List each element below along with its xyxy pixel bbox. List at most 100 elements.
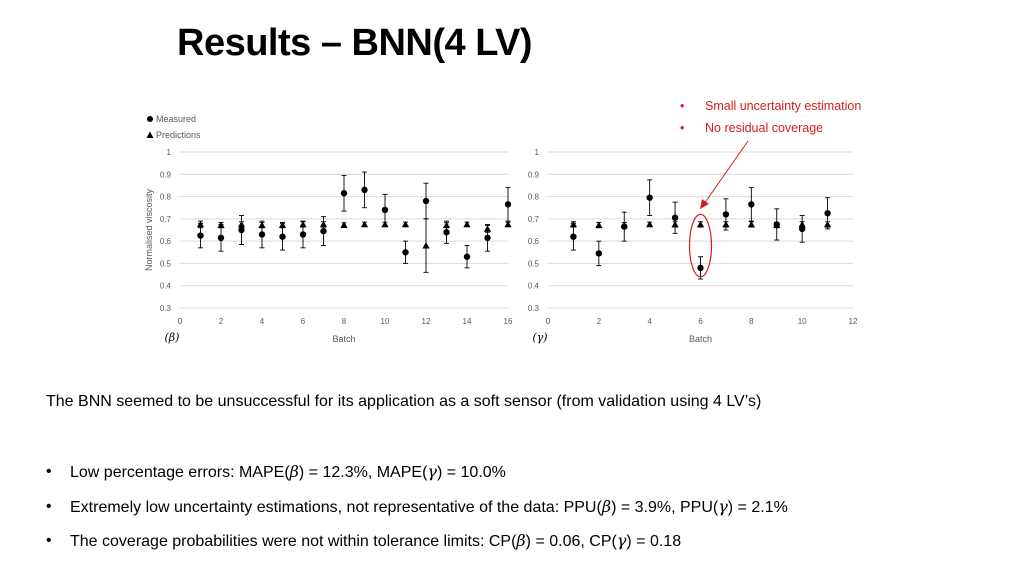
data-point-prediction bbox=[381, 220, 389, 228]
y-tick-label: 1 bbox=[535, 148, 540, 157]
bullet-list: • Low percentage errors: MAPE(β) = 12.3%,… bbox=[46, 462, 788, 566]
math-symbol: β bbox=[601, 496, 612, 516]
data-point-measured bbox=[443, 229, 450, 236]
data-point-prediction bbox=[442, 221, 451, 228]
legend-label: Measured bbox=[156, 114, 196, 124]
x-tick-label: 6 bbox=[698, 317, 703, 326]
note-text: No residual coverage bbox=[705, 121, 824, 135]
legend-label: Predictions bbox=[156, 130, 201, 140]
data-point-measured bbox=[484, 234, 491, 241]
y-tick-label: 0.9 bbox=[528, 170, 540, 179]
data-point-prediction bbox=[422, 242, 430, 249]
data-point-measured bbox=[697, 264, 704, 272]
data-point-measured bbox=[422, 197, 430, 205]
note-item: • No residual coverage bbox=[680, 119, 861, 141]
data-point-measured bbox=[463, 253, 471, 260]
bullet-text: Extremely low uncertainty estimations, n… bbox=[70, 496, 788, 516]
text-run: Low percentage errors: MAPE( bbox=[70, 464, 290, 481]
data-point-measured bbox=[570, 233, 577, 240]
bullet-text: The coverage probabilities were not with… bbox=[70, 531, 682, 550]
annotation-notes: • Small uncertainty estimation • No residu… bbox=[680, 97, 861, 141]
data-point-prediction bbox=[823, 220, 832, 228]
y-tick-label: 0.5 bbox=[528, 259, 540, 268]
y-tick-label: 0.4 bbox=[528, 282, 540, 291]
data-point-prediction bbox=[696, 220, 705, 228]
y-tick-label: 0.7 bbox=[528, 215, 540, 224]
bullet-item: • Extremely low uncertainty estimations, … bbox=[46, 497, 788, 532]
math-symbol: β bbox=[516, 531, 526, 550]
y-tick-label: 0.9 bbox=[160, 170, 172, 179]
x-tick-label: 8 bbox=[342, 317, 347, 326]
data-point-measured bbox=[504, 201, 512, 208]
data-point-prediction bbox=[504, 220, 512, 228]
data-point-measured bbox=[722, 211, 730, 218]
data-point-measured bbox=[381, 206, 389, 214]
data-point-prediction bbox=[671, 220, 679, 228]
x-tick-label: 10 bbox=[798, 317, 807, 326]
data-point-prediction bbox=[278, 221, 287, 228]
data-point-prediction bbox=[747, 220, 755, 228]
bullet-dot: • bbox=[46, 497, 52, 515]
x-tick-label: 12 bbox=[849, 317, 858, 326]
data-point-prediction bbox=[463, 220, 471, 228]
data-point-prediction bbox=[483, 225, 492, 232]
data-point-prediction bbox=[258, 221, 266, 228]
x-tick-label: 12 bbox=[422, 317, 431, 326]
text-run: ) = 10.0% bbox=[436, 464, 506, 481]
data-point-prediction bbox=[196, 220, 205, 228]
data-point-measured bbox=[320, 227, 327, 235]
math-symbol: γ bbox=[616, 531, 627, 550]
data-point-prediction bbox=[401, 220, 410, 228]
data-point-measured bbox=[238, 226, 245, 234]
bullet-dot: • bbox=[46, 463, 52, 480]
data-point-measured bbox=[340, 190, 348, 197]
y-axis-label: Normalised viscosity bbox=[144, 188, 154, 271]
note-text: Small uncertainty estimation bbox=[705, 99, 862, 113]
data-point-prediction bbox=[299, 220, 307, 228]
data-point-measured bbox=[279, 233, 286, 240]
text-run: ) = 2.1% bbox=[727, 498, 788, 516]
text-run: ) = 0.18 bbox=[626, 533, 682, 550]
legend-marker-prediction bbox=[146, 131, 154, 138]
x-tick-label: 2 bbox=[219, 317, 224, 326]
y-tick-label: 1 bbox=[167, 148, 172, 157]
summary-text: The BNN seemed to be unsuccessful for it… bbox=[46, 393, 762, 410]
bullet-text: Low percentage errors: MAPE(β) = 12.3%, … bbox=[70, 462, 506, 481]
data-point-prediction bbox=[569, 220, 578, 228]
text-run: The coverage probabilities were not with… bbox=[70, 533, 517, 550]
y-tick-label: 0.6 bbox=[528, 237, 540, 246]
text-run: ) = 0.06, CP( bbox=[525, 533, 617, 550]
y-tick-label: 0.7 bbox=[160, 215, 172, 224]
legend-marker-measured bbox=[147, 116, 153, 122]
bullet-dot: • bbox=[46, 532, 52, 549]
text-run: Extremely low uncertainty estimations, n… bbox=[70, 498, 602, 516]
y-tick-label: 0.6 bbox=[160, 237, 172, 246]
math-symbol: γ bbox=[718, 496, 728, 516]
note-item: • Small uncertainty estimation bbox=[680, 97, 861, 119]
data-point-prediction bbox=[237, 220, 246, 228]
x-tick-label: 0 bbox=[178, 317, 183, 326]
data-point-measured bbox=[671, 214, 679, 221]
x-tick-label: 6 bbox=[301, 317, 306, 326]
data-point-measured bbox=[646, 194, 653, 201]
x-tick-label: 0 bbox=[546, 317, 551, 326]
data-point-prediction bbox=[646, 220, 654, 228]
data-point-measured bbox=[748, 201, 755, 208]
data-point-measured bbox=[361, 186, 368, 194]
data-point-measured bbox=[595, 250, 603, 257]
bullet-dot: • bbox=[680, 121, 685, 135]
data-point-measured bbox=[299, 231, 307, 238]
data-point-prediction bbox=[773, 221, 781, 228]
data-point-prediction bbox=[595, 221, 603, 228]
y-tick-label: 0.5 bbox=[160, 259, 172, 268]
x-tick-label: 14 bbox=[463, 317, 472, 326]
slide-title: Results – BNN(4 LV) bbox=[177, 22, 533, 64]
data-point-prediction bbox=[340, 221, 348, 228]
bullet-dot: • bbox=[680, 99, 685, 113]
data-point-measured bbox=[402, 249, 409, 256]
x-axis-label: Batch bbox=[332, 334, 355, 344]
data-point-prediction bbox=[360, 220, 369, 228]
y-tick-label: 0.4 bbox=[160, 282, 172, 291]
text-run: ) = 3.9%, PPU( bbox=[611, 498, 719, 516]
